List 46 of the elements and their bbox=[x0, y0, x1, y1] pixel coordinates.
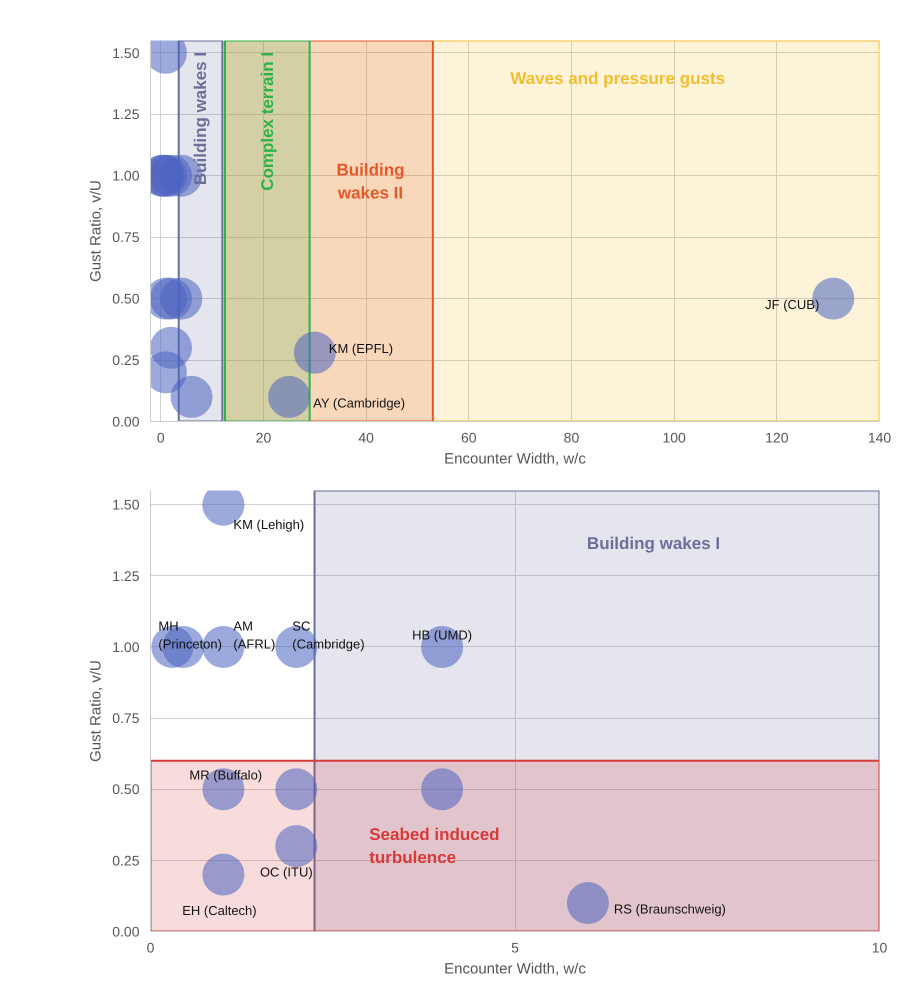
x-tick-label: 60 bbox=[461, 430, 477, 446]
x-tick-label: 100 bbox=[662, 430, 686, 446]
annotation: RS (Braunschweig) bbox=[614, 902, 726, 917]
y-tick-label: 1.50 bbox=[112, 44, 140, 61]
y-tick-label: 1.00 bbox=[112, 168, 140, 184]
y-tick-label: 0.50 bbox=[112, 781, 140, 798]
y-tick-label: 1.25 bbox=[112, 106, 140, 122]
y-tick-label: 0.75 bbox=[112, 229, 140, 246]
annotation: HB (UMD) bbox=[412, 627, 472, 642]
y-tick-label: 0.50 bbox=[112, 290, 140, 307]
annotation: EH (Caltech) bbox=[182, 903, 257, 918]
x-tick-label: 10 bbox=[872, 940, 888, 956]
annotation: AM (AFRL) bbox=[233, 618, 276, 652]
band-label: Complex terrain I bbox=[258, 52, 277, 191]
annotation: JF (CUB) bbox=[765, 297, 820, 312]
annotation: OC (ITU) bbox=[260, 864, 313, 880]
annotation: MH (Princeton) bbox=[158, 618, 222, 652]
x-tick-label: 80 bbox=[564, 430, 580, 446]
band-label: Building wakes I bbox=[586, 534, 720, 553]
x-tick-label: 40 bbox=[358, 430, 374, 446]
x-tick-label: 5 bbox=[511, 940, 520, 956]
y-axis-title: Gust Ratio, v/U bbox=[87, 180, 104, 282]
band-label: Waves and pressure gusts bbox=[510, 69, 726, 88]
annotation: KM (EPFL) bbox=[328, 341, 394, 356]
x-tick-label: 120 bbox=[765, 430, 789, 446]
x-axis-title: Encounter Width, w/c bbox=[444, 960, 586, 978]
y-tick-label: 0.00 bbox=[112, 414, 140, 430]
band-label: Building wakes II bbox=[336, 160, 404, 202]
y-tick-label: 1.00 bbox=[112, 638, 140, 655]
y-tick-label: 0.75 bbox=[112, 710, 140, 726]
y-axis-title: Gust Ratio, v/U bbox=[87, 660, 104, 762]
y-tick-label: 1.50 bbox=[112, 496, 140, 513]
y-tick-label: 0.25 bbox=[112, 852, 140, 868]
x-tick-label: 0 bbox=[156, 430, 165, 446]
annotation: AY (Cambridge) bbox=[313, 395, 406, 410]
band-label: Building wakes I bbox=[191, 52, 210, 186]
x-tick-label: 140 bbox=[868, 430, 892, 446]
y-tick-label: 0.00 bbox=[112, 924, 140, 940]
x-tick-label: 0 bbox=[146, 940, 155, 956]
annotation: KM (Lehigh) bbox=[233, 517, 304, 532]
y-tick-label: 1.25 bbox=[112, 568, 140, 584]
x-axis-title: Encounter Width, w/c bbox=[444, 450, 586, 468]
band-label: Seabed induced turbulence bbox=[369, 825, 500, 868]
annotation: MR (Buffalo) bbox=[189, 768, 262, 783]
y-tick-label: 0.25 bbox=[112, 352, 140, 368]
x-tick-label: 20 bbox=[256, 430, 272, 446]
